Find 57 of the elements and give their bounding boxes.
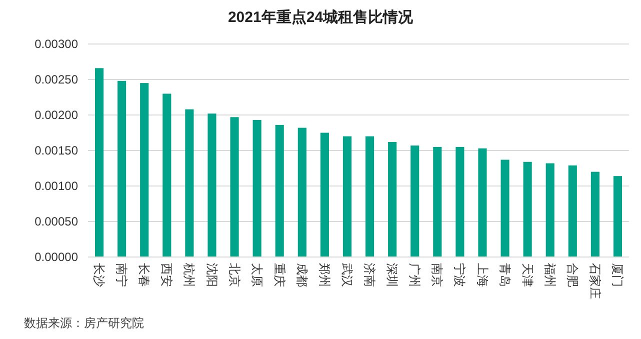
x-tick-label: 天津: [520, 263, 534, 287]
x-tick-label: 厦门: [610, 263, 625, 287]
x-tick-label: 北京: [227, 263, 242, 287]
bar: [456, 146, 464, 257]
x-tick-label: 福州: [542, 263, 557, 287]
x-tick-label: 武汉: [340, 263, 354, 287]
x-tick-label: 郑州: [317, 263, 332, 287]
bar: [500, 160, 510, 257]
bar: [410, 146, 420, 257]
y-tick-label: 0.00000: [34, 250, 78, 264]
bar: [298, 128, 306, 257]
x-tick-label: 广州: [408, 263, 422, 287]
x-tick-label: 合肥: [565, 263, 580, 287]
bar: [613, 176, 622, 257]
bar: [523, 162, 532, 257]
bar: [590, 172, 600, 257]
x-tick-label: 上海: [475, 263, 490, 287]
y-tick-label: 0.00150: [34, 144, 78, 158]
x-tick-label: 沈阳: [204, 263, 219, 287]
y-tick-label: 0.00300: [34, 37, 78, 52]
x-tick-label: 石家庄: [588, 263, 602, 299]
bar: [252, 120, 262, 257]
bar: [365, 136, 374, 257]
bar: [342, 136, 352, 257]
y-tick-label: 0.00250: [34, 72, 78, 87]
x-tick-label: 成都: [294, 263, 309, 287]
bar: [162, 94, 172, 257]
source-note: 数据来源：房产研究院: [24, 316, 144, 330]
x-tick-label: 南京: [430, 263, 444, 287]
bar: [208, 114, 216, 257]
x-tick-label: 西安: [160, 263, 174, 287]
x-tick-label: 长春: [137, 263, 152, 287]
x-tick-label: 青岛: [498, 263, 512, 287]
bar: [94, 68, 104, 257]
y-tick-label: 0.00200: [34, 108, 78, 122]
bar: [230, 117, 239, 257]
bar: [568, 165, 577, 257]
x-tick-label: 重庆: [272, 263, 286, 287]
bar: [388, 142, 397, 257]
bar: [118, 80, 126, 257]
y-tick-label: 0.00050: [34, 214, 78, 229]
x-tick-label: 太原: [250, 263, 264, 287]
chart-title: 2021年重点24城租售比情况: [228, 9, 414, 26]
bar: [546, 163, 554, 257]
bar: [185, 109, 194, 257]
x-tick-label: 杭州: [182, 262, 196, 287]
x-tick-label: 宁波: [452, 263, 467, 287]
x-tick-label: 深圳: [385, 263, 400, 287]
x-tick-label: 南宁: [114, 263, 129, 287]
bar: [275, 124, 284, 257]
bar: [140, 83, 149, 257]
x-tick-label: 济南: [362, 263, 377, 287]
bar: [433, 146, 442, 257]
x-tick-label: 长沙: [92, 263, 106, 287]
y-tick-label: 0.00100: [34, 179, 78, 194]
bar: [478, 148, 487, 257]
bar: [320, 132, 329, 257]
